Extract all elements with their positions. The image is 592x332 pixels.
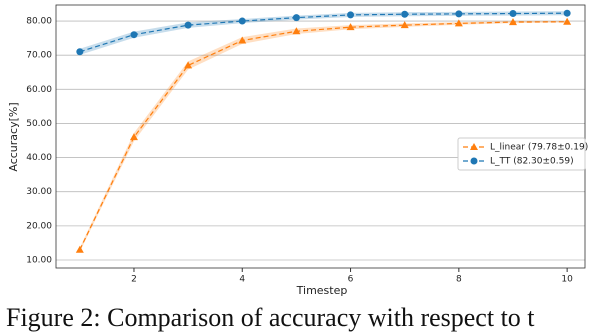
series-line — [79, 21, 568, 250]
legend-box — [457, 137, 586, 171]
legend-label: L_TT (82.30±0.59) — [490, 157, 574, 167]
x-tick-label: 8 — [456, 275, 462, 285]
y-tick-label: 20.00 — [26, 221, 52, 231]
marker — [75, 245, 84, 253]
error-band — [79, 133, 134, 252]
x-tick-label: 2 — [131, 275, 137, 285]
marker — [400, 21, 409, 29]
error-band — [350, 12, 405, 17]
y-tick-label: 40.00 — [26, 153, 52, 163]
marker — [509, 10, 517, 18]
plot-frame — [55, 4, 586, 269]
marker — [292, 14, 300, 22]
marker — [130, 31, 138, 39]
legend-label: L_linear (79.78±0.19) — [490, 143, 588, 153]
error-band — [242, 28, 297, 44]
marker — [401, 10, 409, 18]
y-tick-label: 50.00 — [26, 119, 52, 129]
marker — [129, 133, 138, 141]
y-tick-label: 80.00 — [26, 17, 52, 27]
y-tick-label: 60.00 — [26, 85, 52, 95]
y-axis-label: Accuracy[%] — [7, 102, 20, 171]
x-tick-label: 6 — [348, 275, 354, 285]
series-line — [79, 12, 568, 53]
marker — [346, 23, 355, 31]
y-tick-label: 30.00 — [26, 187, 52, 197]
marker — [454, 19, 463, 27]
marker — [238, 17, 246, 25]
marker — [238, 36, 247, 44]
marker — [455, 10, 463, 18]
legend-marker — [470, 157, 478, 165]
marker — [292, 27, 301, 35]
marker — [184, 61, 193, 69]
marker — [563, 9, 571, 17]
marker — [76, 48, 84, 56]
marker — [508, 18, 517, 26]
marker — [563, 17, 572, 25]
y-tick-label: 70.00 — [26, 51, 52, 61]
error-band — [296, 12, 351, 20]
x-tick-label: 10 — [561, 275, 573, 285]
legend-marker — [470, 143, 478, 150]
marker — [347, 11, 355, 19]
y-tick-label: 10.00 — [26, 255, 52, 265]
caption: Figure 2: Comparison of accuracy with re… — [6, 303, 535, 332]
x-axis-label: Timestep — [296, 284, 348, 297]
marker — [184, 21, 192, 29]
x-tick-label: 4 — [239, 275, 245, 285]
